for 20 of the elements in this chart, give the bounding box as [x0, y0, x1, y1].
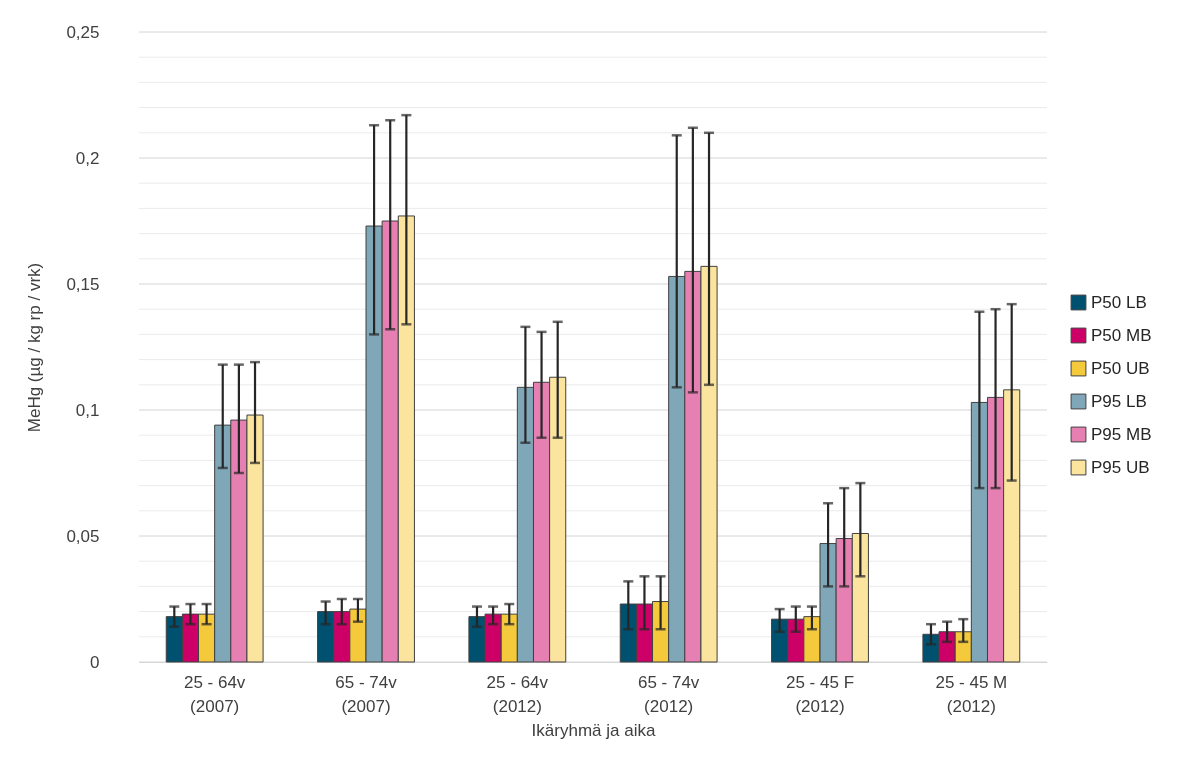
legend-label: P50 LB: [1091, 292, 1147, 312]
x-tick-label: 25 - 64v (2007): [183, 672, 246, 716]
x-tick-label: 65 - 74v (2012): [637, 672, 700, 716]
legend-label: P50 MB: [1091, 325, 1152, 345]
x-tick-label: 25 - 64v (2012): [486, 672, 549, 716]
y-tick-label: 0: [90, 652, 100, 672]
legend-label: P95 LB: [1091, 391, 1147, 411]
x-axis-title: Ikäryhmä ja aika: [531, 720, 656, 740]
legend-label: P95 MB: [1091, 424, 1152, 444]
y-axis-title: MeHg (µg / kg rp / vrk): [25, 262, 45, 433]
legend-label: P95 UB: [1091, 457, 1150, 477]
x-tick-label: 25 - 45 M (2012): [935, 672, 1008, 716]
x-tick-label: 65 - 74v (2007): [335, 672, 398, 716]
x-tick-label: 25 - 45 F (2012): [785, 672, 855, 716]
y-tick-label: 0,15: [66, 274, 100, 294]
y-tick-label: 0,05: [66, 526, 100, 546]
legend-label: P50 UB: [1091, 358, 1150, 378]
y-tick-label: 0,25: [66, 22, 100, 42]
y-tick-label: 0,2: [75, 148, 100, 168]
y-tick-label: 0,1: [75, 400, 100, 420]
